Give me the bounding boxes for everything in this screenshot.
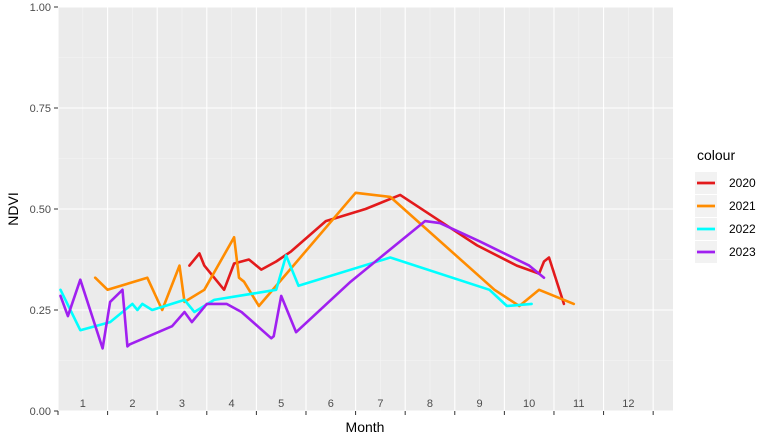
legend-label-2020: 2020 [729, 176, 756, 190]
legend-title: colour [697, 147, 735, 163]
x-axis [57, 411, 654, 415]
month-labels: 1 2 3 4 5 6 7 8 9 10 11 12 [80, 398, 635, 410]
month-label: 5 [278, 398, 284, 410]
y-tick-label: 0.75 [30, 103, 51, 115]
month-label: 4 [229, 398, 235, 410]
series-line-2021 [93, 191, 576, 312]
month-label: 9 [477, 398, 483, 410]
month-label: 3 [179, 398, 185, 410]
month-label: 10 [523, 398, 535, 410]
y-tick-label: 1.00 [30, 2, 51, 14]
y-tick-label: 0.25 [30, 305, 51, 317]
month-label: 6 [328, 398, 334, 410]
y-axis-title: NDVI [5, 192, 21, 225]
month-label: 12 [622, 398, 634, 410]
month-label: 1 [80, 398, 86, 410]
y-axis: 0.00 0.25 0.50 0.75 1.00 [30, 2, 58, 418]
month-label: 7 [377, 398, 383, 410]
series-line-2023 [59, 219, 546, 350]
legend-label-2021: 2021 [729, 199, 756, 213]
y-tick-label: 0.50 [30, 204, 51, 216]
month-label: 2 [129, 398, 135, 410]
x-axis-title: Month [346, 419, 385, 435]
legend-label-2023: 2023 [729, 245, 756, 259]
series-layer [59, 191, 576, 350]
month-label: 8 [427, 398, 433, 410]
month-label: 11 [573, 398, 584, 410]
legend: colour 2020 2021 2022 2023 [695, 147, 756, 263]
y-tick-label: 0.00 [30, 406, 51, 418]
legend-label-2022: 2022 [729, 222, 756, 236]
